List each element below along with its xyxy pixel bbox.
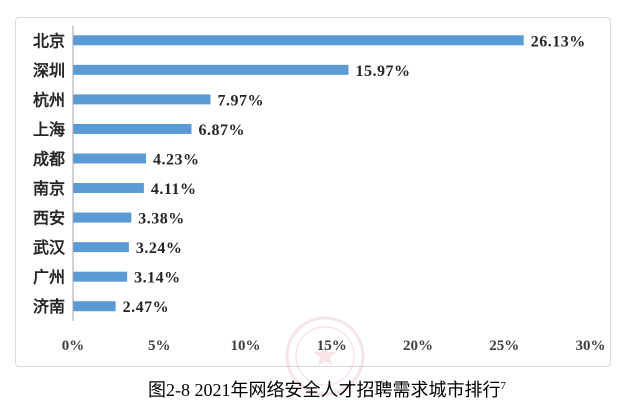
category-label: 济南 <box>33 297 65 316</box>
bar <box>73 64 349 75</box>
x-tick-label: 25% <box>489 338 519 354</box>
bar <box>73 183 144 194</box>
value-label: 15.97% <box>355 63 410 80</box>
bar <box>73 153 146 164</box>
value-label: 26.13% <box>531 33 586 50</box>
value-label: 2.47% <box>123 299 170 316</box>
category-label: 南京 <box>33 179 65 198</box>
watermark-star-icon <box>313 344 337 366</box>
category-label: 深圳 <box>33 61 65 80</box>
figure-caption-text: 图2-8 2021年网络安全人才招聘需求城市排行 <box>148 380 501 400</box>
value-label: 7.97% <box>217 92 263 109</box>
category-label: 杭州 <box>33 90 65 109</box>
bar <box>73 35 524 46</box>
x-tick-label: 0% <box>62 338 85 354</box>
value-label: 3.14% <box>134 270 181 287</box>
value-label: 4.23% <box>153 151 200 168</box>
x-tick-label: 15% <box>317 338 347 354</box>
x-tick-label: 30% <box>576 338 606 354</box>
watermark-seal <box>285 316 365 396</box>
bar <box>73 94 211 105</box>
bar <box>73 271 128 282</box>
category-label: 北京 <box>33 31 65 50</box>
value-label: 4.11% <box>151 181 197 198</box>
x-tick-label: 20% <box>403 338 433 354</box>
bar <box>73 301 116 312</box>
category-label: 上海 <box>33 120 65 139</box>
watermark-inner-ring <box>295 326 355 386</box>
watermark-outer-ring <box>285 316 365 396</box>
x-tick-label: 10% <box>231 338 261 354</box>
chart-marks: 0% 5% 10% 15% 20% 25% 30% 北京 26.13% 深圳 15.97% 杭州 7.9… <box>33 25 606 354</box>
figure-caption-footnote-mark: 7 <box>500 380 507 392</box>
category-label: 武汉 <box>33 238 66 257</box>
value-label: 3.38% <box>138 211 185 228</box>
category-label: 广州 <box>33 268 65 287</box>
category-label: 西安 <box>33 209 65 228</box>
x-tick-label: 5% <box>148 338 171 354</box>
value-label: 3.24% <box>136 240 183 257</box>
category-label: 成都 <box>33 149 65 168</box>
figure-caption: 图2-8 2021年网络安全人才招聘需求城市排行7 <box>148 379 506 401</box>
value-label: 6.87% <box>199 122 246 139</box>
bar <box>73 212 132 223</box>
bar <box>73 123 192 134</box>
bar <box>73 242 129 253</box>
